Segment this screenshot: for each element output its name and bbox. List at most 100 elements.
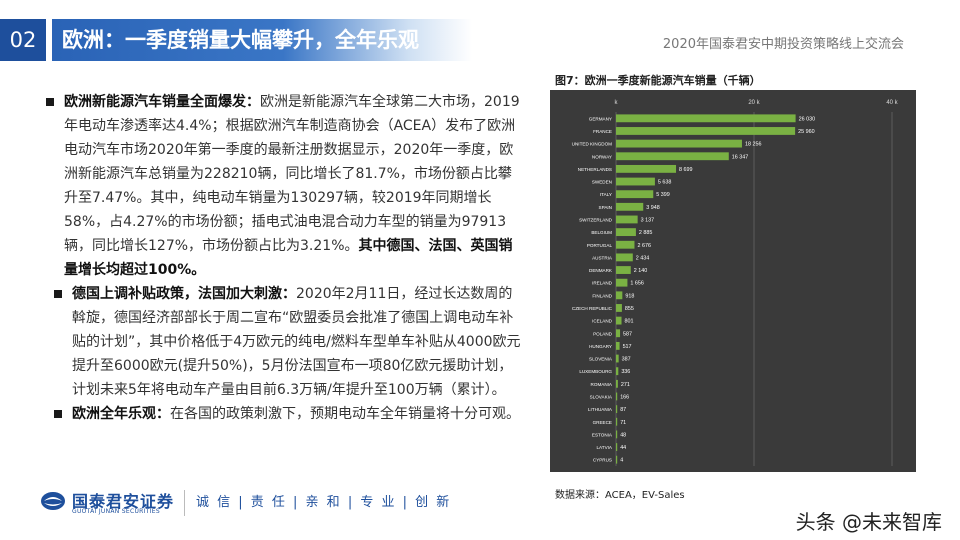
bar (616, 392, 618, 401)
category-label: IRELAND (592, 281, 613, 286)
bar (616, 443, 618, 451)
category-label: NETHERLANDS (578, 167, 612, 172)
value-label: 1 656 (630, 281, 644, 287)
value-label: 26 030 (799, 116, 816, 122)
bullet-square-icon (46, 98, 54, 106)
bar (616, 304, 622, 312)
slide-number: 02 (0, 19, 46, 61)
value-label: 2 140 (634, 268, 648, 274)
value-label: 4 (620, 458, 623, 464)
bar (616, 341, 620, 350)
page-title: 欧洲：一季度销量大幅攀升，全年乐观 (62, 28, 419, 52)
bullet-highlight: 其中德国、法国、英国销量增长均超过100%。 (64, 238, 513, 278)
value-label: 918 (625, 293, 634, 299)
value-label: 44 (620, 445, 626, 451)
footer-divider (184, 490, 185, 516)
bullet-ev-sales: 欧洲新能源汽车销量全面爆发：欧洲是新能源汽车全球第二大市场，2019年电动车渗透… (44, 90, 522, 282)
bar (616, 240, 635, 249)
category-label: GERMANY (589, 116, 612, 121)
bar (616, 316, 622, 325)
value-label: 16 347 (732, 154, 749, 160)
category-label: CZECH REPUBLIC (572, 306, 613, 311)
bar (616, 405, 618, 414)
value-label: 801 (625, 319, 634, 325)
value-label: 336 (621, 369, 630, 375)
bar (616, 329, 621, 338)
value-label: 517 (623, 344, 632, 350)
category-label: DENMARK (589, 268, 613, 273)
value-label: 5 638 (658, 180, 672, 186)
category-label: SPAIN (599, 205, 612, 210)
bar (616, 278, 628, 287)
bullet-square-icon (54, 410, 62, 418)
bullet-heading: 德国上调补贴政策，法国加大刺激： (72, 286, 296, 302)
sales-bar-chart: k 20 k 40 k GERMANY 26 030 FRANCE 25 960 UNITED… (550, 90, 916, 472)
category-label: BELGIUM (591, 230, 612, 235)
value-label: 48 (620, 432, 626, 438)
bullet-heading: 欧洲全年乐观： (72, 406, 170, 422)
bar (616, 417, 618, 426)
bar (616, 215, 638, 224)
category-label: ITALY (600, 192, 612, 197)
bullet-annual-outlook: 欧洲全年乐观：在各国的政策刺激下，预期电动车全年销量将十分可观。 (52, 402, 522, 426)
bullet-text: 2020年2月11日，经过长达数周的斡旋，德国经济部部长于周二宣布“欧盟委员会批… (72, 286, 521, 398)
watermark: 头条 @未来智库 (795, 510, 942, 534)
bar (616, 177, 655, 186)
chart-background (550, 90, 916, 472)
category-label: LUXEMBOURG (579, 369, 612, 374)
company-name-cn: 国泰君安证券 (72, 492, 175, 511)
category-label: SLOVENIA (589, 357, 613, 362)
bullet-text: 在各国的政策刺激下，预期电动车全年销量将十分可观。 (170, 406, 520, 422)
category-label: PORTUGAL (587, 243, 613, 248)
category-label: UNITED KINGDOM (572, 142, 612, 147)
bar (616, 164, 677, 173)
data-source: 数据来源：ACEA，EV-Sales (555, 490, 685, 501)
title-bar (52, 19, 472, 61)
category-label: AUSTRIA (592, 255, 613, 260)
value-label: 25 960 (798, 129, 815, 135)
slide-header: 02 欧洲：一季度销量大幅攀升，全年乐观 2020年国泰君安中期投资策略线上交流… (0, 0, 960, 62)
bullet-subsidy-policy: 德国上调补贴政策，法国加大刺激：2020年2月11日，经过长达数周的斡旋，德国经… (52, 282, 522, 402)
bar (616, 354, 619, 363)
value-label: 271 (621, 382, 630, 388)
bar (616, 367, 619, 376)
category-label: ESTONIA (592, 432, 613, 437)
bullet-list: 欧洲新能源汽车销量全面爆发：欧洲是新能源汽车全球第二大市场，2019年电动车渗透… (44, 90, 522, 426)
bar (616, 379, 618, 388)
category-label: ROMANIA (591, 382, 613, 387)
category-label: HUNGARY (589, 344, 612, 349)
bar (616, 228, 636, 237)
value-label: 5 399 (656, 192, 670, 198)
bar (616, 114, 796, 123)
bar (616, 152, 729, 161)
x-tick-label: k (615, 100, 619, 106)
category-label: CYPRUS (593, 458, 612, 463)
company-logo: 国泰君安证券 GUOTAI JUNAN SECURITIES (40, 488, 180, 522)
x-tick-label: 20 k (748, 100, 760, 106)
value-label: 2 676 (637, 243, 651, 249)
bar (616, 127, 796, 135)
value-label: 387 (622, 357, 631, 363)
value-label: 2 434 (636, 255, 650, 261)
bar (616, 455, 618, 464)
category-label: LITHUANIA (588, 407, 613, 412)
value-label: 18 256 (745, 142, 762, 148)
value-label: 8 699 (679, 167, 693, 173)
category-label: LATVIA (597, 445, 613, 450)
bar (616, 291, 623, 300)
category-label: SWEDEN (592, 180, 612, 185)
bar (616, 139, 742, 148)
category-label: ICELAND (592, 319, 613, 324)
bar (616, 266, 631, 274)
category-label: FINLAND (592, 293, 612, 298)
value-label: 87 (620, 407, 626, 413)
logo-mark-icon (41, 492, 65, 510)
figure-caption: 图7：欧洲一季度新能源汽车销量（千辆） (555, 74, 761, 87)
x-tick-label: 40 k (886, 100, 898, 106)
category-label: FRANCE (593, 129, 612, 134)
category-label: SWITZERLAND (579, 217, 613, 222)
company-name-en: GUOTAI JUNAN SECURITIES (72, 508, 160, 515)
bullet-square-icon (54, 290, 62, 298)
value-label: 3 948 (646, 205, 660, 211)
category-label: NORWAY (592, 154, 612, 159)
